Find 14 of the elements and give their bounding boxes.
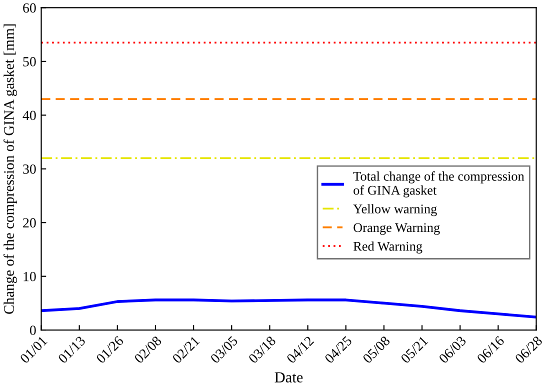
line-series <box>41 298 536 319</box>
legend-label: Total change of the compression of GINA gasket <box>353 171 524 198</box>
y-tick-label: 20 <box>23 218 36 228</box>
y-tick-label: 50 <box>23 57 36 66</box>
y-tick-label: 0 <box>30 326 36 335</box>
y-tick-label: 60 <box>23 3 36 13</box>
legend-label: Orange Warning <box>354 223 440 235</box>
y-tick-label: 40 <box>22 110 36 120</box>
y-axis-title: Change of the compression of GINA gasket [mm] <box>4 24 17 314</box>
y-tick-label: 30 <box>23 164 36 174</box>
legend-label: Red Warning <box>353 241 422 254</box>
y-tick-label: 10 <box>24 272 36 282</box>
x-axis-title: Date <box>274 372 303 382</box>
legend-label: Yellow warning <box>353 204 437 216</box>
